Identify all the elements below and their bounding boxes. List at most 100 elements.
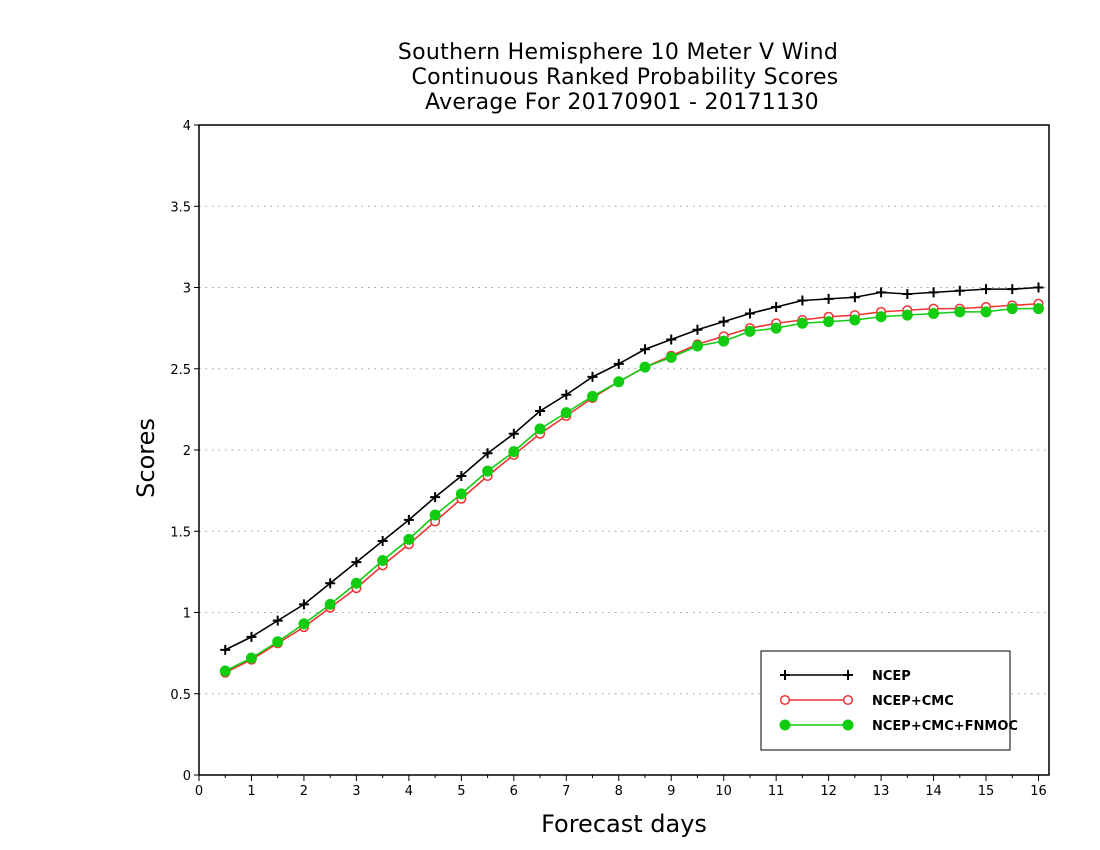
x-axis: 0 1 2 3 4 5 6 7 8 9 10 11 12 13 14 15 16 [195, 775, 1047, 799]
legend-label-ncep-cmc-fnmoc: NCEP+CMC+FNMOC [872, 719, 1018, 734]
data-point-ncep [298, 599, 309, 610]
data-point-ncep [272, 615, 283, 626]
data-point-ncep-cmc-fnmoc [901, 309, 913, 321]
data-point-ncep [220, 644, 231, 655]
data-point-ncep [535, 406, 546, 416]
data-point-ncep [981, 284, 992, 295]
data-point-ncep [744, 308, 755, 319]
title-line-3: Average For 20170901 - 20171130 [425, 90, 819, 115]
data-point-ncep-cmc-fnmoc [508, 446, 520, 458]
legend-label-ncep-cmc: NCEP+CMC [872, 694, 954, 709]
legend-label-ncep: NCEP [872, 669, 911, 684]
data-point-ncep-cmc-fnmoc [455, 488, 467, 500]
legend-marker-ncep [780, 670, 790, 680]
y-tick-label: 0.5 [170, 688, 191, 703]
data-point-ncep [587, 371, 598, 382]
data-point-ncep-cmc-fnmoc [1033, 303, 1045, 315]
x-tick-label: 10 [715, 784, 732, 799]
data-point-ncep-cmc-fnmoc [429, 509, 441, 521]
data-point-ncep [771, 302, 782, 312]
x-tick-label: 5 [457, 784, 465, 799]
data-point-ncep [1007, 284, 1018, 295]
y-tick-label: 0 [183, 769, 191, 784]
data-point-ncep-cmc-fnmoc [298, 618, 310, 630]
data-point-ncep [928, 287, 939, 298]
x-tick-label: 13 [873, 784, 890, 799]
data-point-ncep-cmc-fnmoc [770, 322, 782, 334]
series-line-ncep-cmc [224, 302, 1039, 674]
gridlines [199, 205, 1049, 695]
x-tick-label: 4 [405, 784, 413, 799]
y-axis: 0 0.5 1 1.5 2 2.5 3 3.5 4 [170, 119, 199, 784]
x-tick-label: 0 [195, 784, 203, 799]
data-point-ncep [246, 631, 257, 642]
data-point-ncep-cmc-fnmoc [1006, 303, 1018, 315]
data-point-ncep-cmc-fnmoc [403, 533, 415, 545]
data-point-ncep-cmc-fnmoc [377, 555, 389, 566]
data-point-ncep-cmc-fnmoc [560, 407, 572, 419]
data-point-ncep-cmc-fnmoc [613, 376, 625, 388]
data-point-ncep-cmc-fnmoc [639, 361, 651, 373]
x-tick-label: 2 [300, 784, 308, 799]
data-point-ncep [718, 316, 729, 327]
legend-marker-ncep-cmc-fnmoc [779, 719, 791, 731]
title-line-1: Southern Hemisphere 10 Meter V Wind [398, 40, 838, 65]
x-tick-label: 8 [615, 784, 623, 799]
x-tick-label: 12 [820, 784, 837, 799]
data-point-ncep [876, 287, 887, 298]
legend-marker-ncep-cmc-fnmoc [842, 719, 854, 731]
data-point-ncep [823, 293, 834, 304]
x-tick-label: 16 [1030, 784, 1047, 799]
legend-marker-ncep-cmc [779, 694, 791, 706]
y-tick-label: 1 [183, 607, 191, 622]
data-point-ncep-cmc-fnmoc [744, 325, 756, 337]
data-point-ncep [797, 295, 808, 306]
x-tick-label: 14 [925, 784, 942, 799]
data-point-ncep [377, 536, 388, 546]
data-point-ncep [639, 344, 650, 355]
y-tick-label: 4 [183, 119, 191, 134]
y-axis-title: Scores [132, 418, 160, 498]
y-tick-label: 2 [183, 444, 191, 459]
x-tick-label: 3 [352, 784, 360, 799]
series-ncep [220, 282, 1044, 655]
data-point-ncep-cmc-fnmoc [482, 465, 494, 477]
data-point-ncep-cmc-fnmoc [875, 311, 887, 323]
y-tick-label: 3 [183, 282, 191, 297]
data-point-ncep-cmc-fnmoc [324, 598, 336, 610]
y-tick-label: 3.5 [170, 200, 191, 215]
y-tick-label: 2.5 [170, 363, 191, 378]
data-point-ncep [403, 514, 414, 525]
x-tick-label: 9 [667, 784, 675, 799]
data-point-ncep [1033, 282, 1044, 293]
x-axis-title: Forecast days [541, 810, 707, 838]
data-point-ncep-cmc-fnmoc [954, 306, 966, 318]
data-point-ncep [954, 285, 965, 296]
legend-marker-ncep-cmc [842, 694, 854, 706]
legend: NCEP NCEP+CMC NCEP+CMC+FNMOC [760, 650, 1018, 751]
data-point-ncep-cmc-fnmoc [928, 308, 940, 319]
data-point-ncep-cmc-fnmoc [350, 577, 362, 589]
data-point-ncep-cmc-fnmoc [219, 665, 231, 677]
data-point-ncep-cmc-fnmoc [272, 636, 284, 648]
data-point-ncep [351, 557, 362, 568]
series-layer [219, 282, 1045, 678]
y-tick-label: 1.5 [170, 525, 191, 540]
x-tick-label: 7 [562, 784, 570, 799]
x-tick-label: 11 [768, 784, 785, 799]
data-point-ncep-cmc-fnmoc [718, 335, 730, 347]
data-point-ncep [325, 578, 336, 589]
data-point-ncep [666, 334, 677, 345]
x-tick-label: 6 [510, 784, 518, 799]
data-point-ncep-cmc-fnmoc [587, 390, 599, 402]
data-point-ncep-cmc-fnmoc [823, 316, 835, 328]
data-point-ncep [849, 292, 860, 303]
data-point-ncep [692, 324, 703, 335]
series-ncep-cmc-fnmoc [219, 303, 1045, 677]
x-tick-label: 15 [978, 784, 995, 799]
data-point-ncep [482, 448, 493, 459]
legend-entries: NCEP NCEP+CMC NCEP+CMC+FNMOC [779, 669, 1018, 734]
data-point-ncep-cmc-fnmoc [534, 423, 546, 435]
data-point-ncep [456, 471, 467, 481]
